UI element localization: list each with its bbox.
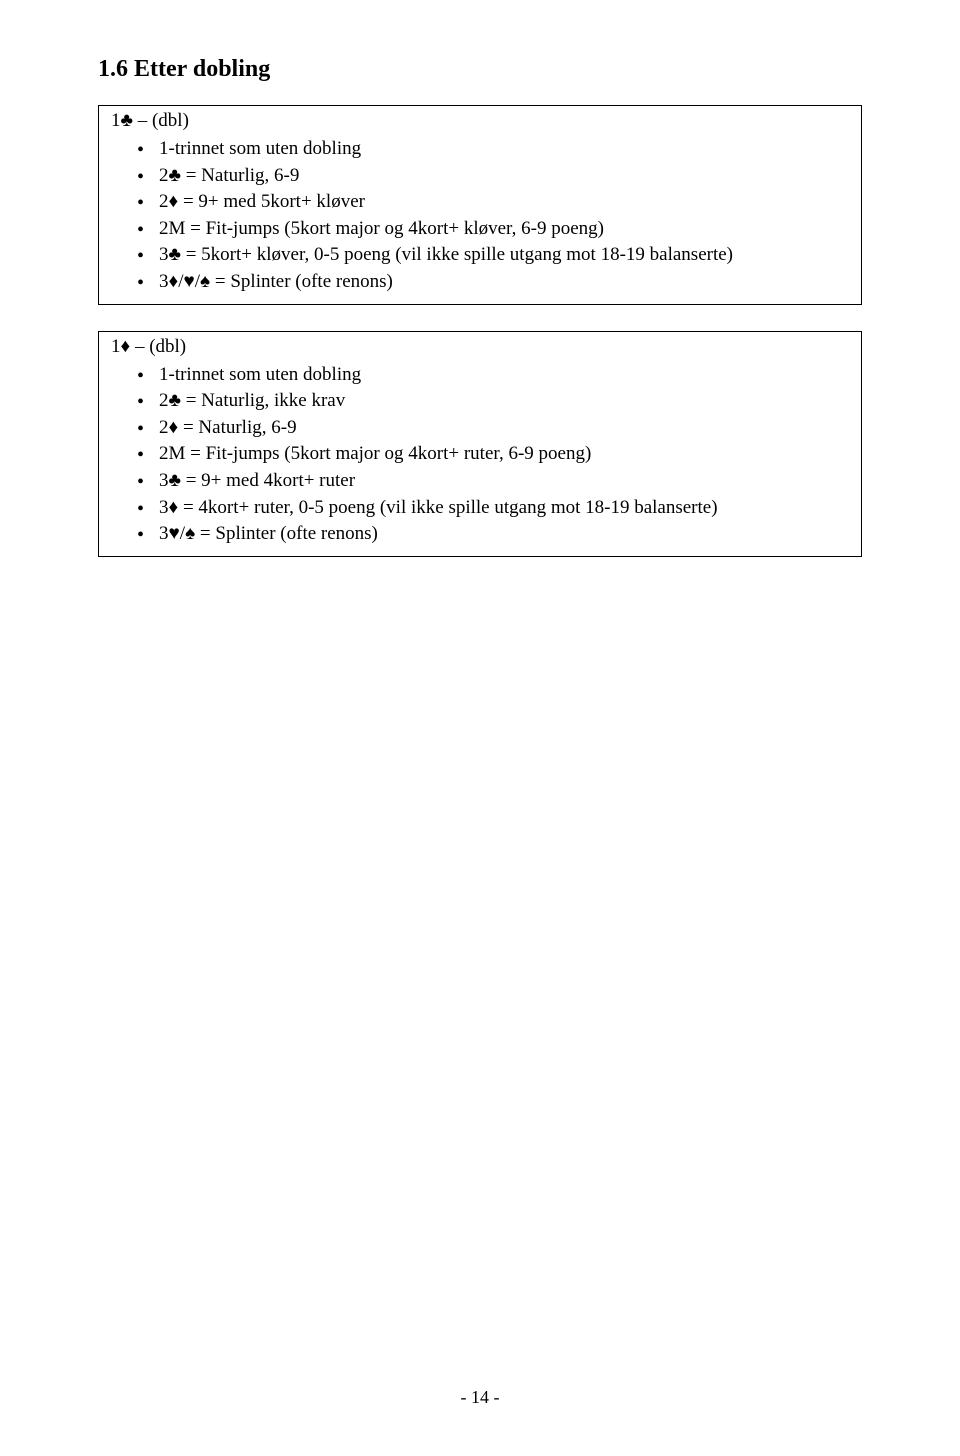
item-pre: 3 (159, 271, 169, 292)
list-item: 2M = Fit-jumps (5kort major og 4kort+ ru… (137, 441, 849, 468)
item-post: = Naturlig, 6-9 (178, 417, 296, 438)
item-post: = Naturlig, ikke krav (181, 390, 345, 411)
diamond-icon: ♦ (169, 497, 179, 518)
list-item: 3♦ = 4kort+ ruter, 0-5 poeng (vil ikke s… (137, 495, 849, 522)
list-item: 1-trinnet som uten dobling (137, 362, 849, 389)
title-suffix: – (dbl) (130, 336, 186, 357)
item-post: = 5kort+ kløver, 0-5 poeng (vil ikke spi… (181, 244, 733, 265)
diamond-icon: ♦ (121, 336, 131, 357)
heart-icon: ♥ (183, 271, 194, 292)
list-item: 3♥/♠ = Splinter (ofte renons) (137, 521, 849, 548)
list-item: 3♣ = 5kort+ kløver, 0-5 poeng (vil ikke … (137, 242, 849, 269)
club-icon: ♣ (169, 470, 181, 491)
item-post: = 9+ med 5kort+ kløver (178, 191, 365, 212)
item-pre: 3 (159, 244, 169, 265)
section-2-box: 1♦ – (dbl) 1-trinnet som uten dobling 2♣… (98, 331, 862, 557)
item-post: = 9+ med 4kort+ ruter (181, 470, 355, 491)
item-post: = Naturlig, 6-9 (181, 165, 299, 186)
item-pre: 2 (159, 417, 169, 438)
list-item: 2♣ = Naturlig, 6-9 (137, 163, 849, 190)
list-item: 1-trinnet som uten dobling (137, 136, 849, 163)
section-2-title: 1♦ – (dbl) (111, 336, 849, 358)
item-text: 2M = Fit-jumps (5kort major og 4kort+ ru… (159, 443, 591, 464)
club-icon: ♣ (121, 110, 133, 131)
item-pre: 2 (159, 390, 169, 411)
item-post: = Splinter (ofte renons) (195, 523, 378, 544)
item-pre: 2 (159, 165, 169, 186)
list-item: 3♦/♥/♠ = Splinter (ofte renons) (137, 269, 849, 296)
diamond-icon: ♦ (169, 417, 179, 438)
list-item: 3♣ = 9+ med 4kort+ ruter (137, 468, 849, 495)
item-post: = Splinter (ofte renons) (210, 271, 393, 292)
item-text: 1-trinnet som uten dobling (159, 364, 361, 385)
section-1-box: 1♣ – (dbl) 1-trinnet som uten dobling 2♣… (98, 105, 862, 305)
list-item: 2♦ = Naturlig, 6-9 (137, 415, 849, 442)
list-item: 2M = Fit-jumps (5kort major og 4kort+ kl… (137, 216, 849, 243)
club-icon: ♣ (169, 165, 181, 186)
diamond-icon: ♦ (169, 191, 179, 212)
club-icon: ♣ (169, 244, 181, 265)
title-prefix: 1 (111, 336, 121, 357)
list-item: 2♣ = Naturlig, ikke krav (137, 388, 849, 415)
item-pre: 3 (159, 523, 169, 544)
item-text: 2M = Fit-jumps (5kort major og 4kort+ kl… (159, 218, 604, 239)
section-1-list: 1-trinnet som uten dobling 2♣ = Naturlig… (111, 136, 849, 296)
item-pre: 3 (159, 497, 169, 518)
title-suffix: – (dbl) (133, 110, 189, 131)
title-prefix: 1 (111, 110, 121, 131)
item-pre: 2 (159, 191, 169, 212)
section-heading: 1.6 Etter dobling (98, 56, 862, 83)
diamond-icon: ♦ (169, 271, 179, 292)
heart-icon: ♥ (169, 523, 180, 544)
item-pre: 3 (159, 470, 169, 491)
item-text: 1-trinnet som uten dobling (159, 138, 361, 159)
list-item: 2♦ = 9+ med 5kort+ kløver (137, 189, 849, 216)
page-number: - 14 - (0, 1387, 960, 1408)
spade-icon: ♠ (185, 523, 195, 544)
club-icon: ♣ (169, 390, 181, 411)
section-2-list: 1-trinnet som uten dobling 2♣ = Naturlig… (111, 362, 849, 548)
item-post: = 4kort+ ruter, 0-5 poeng (vil ikke spil… (178, 497, 717, 518)
section-1-title: 1♣ – (dbl) (111, 110, 849, 132)
spade-icon: ♠ (200, 271, 210, 292)
